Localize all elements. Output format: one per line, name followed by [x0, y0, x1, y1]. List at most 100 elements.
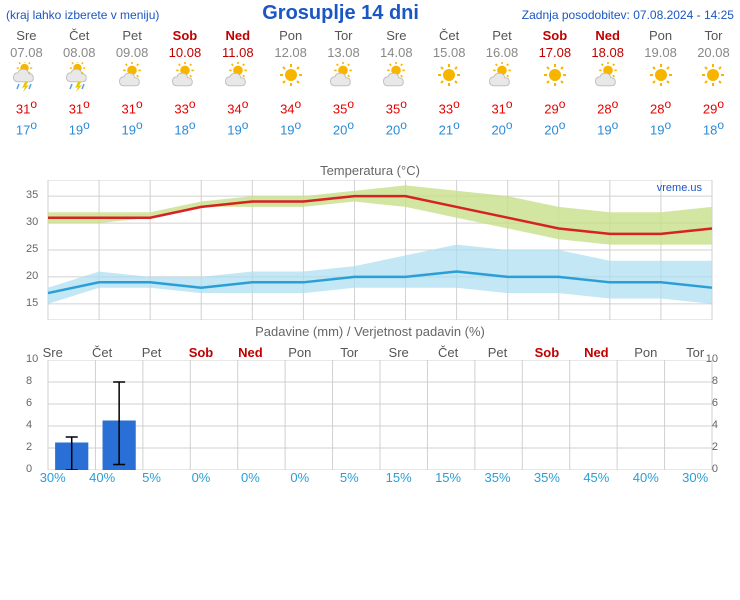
date-cell: 18.08: [581, 44, 634, 61]
precip-prob: 30%: [28, 470, 77, 485]
date-cell: 17.08: [528, 44, 581, 61]
precip-prob: 0%: [226, 470, 275, 485]
row-lo: 17o19o19o18o19o19o20o20o21o20o20o19o19o1…: [0, 117, 740, 138]
hi-temp: 34o: [264, 96, 317, 117]
weather-icon: [53, 61, 106, 96]
precip-dow: Pet: [127, 345, 176, 360]
precip-prob: 35%: [522, 470, 571, 485]
dow-cell: Pet: [106, 27, 159, 44]
precip-prob: 35%: [473, 470, 522, 485]
dow-cell: Pon: [264, 27, 317, 44]
weather-icon: [370, 61, 423, 96]
precip-dow: Pon: [275, 345, 324, 360]
precip-dow: Pon: [621, 345, 670, 360]
attribution: vreme.us: [657, 182, 702, 194]
weather-icon: [0, 61, 53, 96]
row-date: 07.0808.0809.0810.0811.0812.0813.0814.08…: [0, 44, 740, 61]
precip-prob: 45%: [572, 470, 621, 485]
row-hi: 31o31o31o33o34o34o35o35o33o31o29o28o28o2…: [0, 96, 740, 117]
dow-cell: Ned: [581, 27, 634, 44]
weather-icon: [634, 61, 687, 96]
hi-temp: 31o: [0, 96, 53, 117]
precip-dow: Sob: [522, 345, 571, 360]
precip-dow: Ned: [572, 345, 621, 360]
lo-temp: 19o: [581, 117, 634, 138]
dow-cell: Tor: [317, 27, 370, 44]
lo-temp: 19o: [53, 117, 106, 138]
lo-temp: 20o: [476, 117, 529, 138]
weather-icon: [317, 61, 370, 96]
updated-label: Zadnja posodobitev:: [522, 8, 630, 22]
hi-temp: 31o: [106, 96, 159, 117]
date-cell: 15.08: [423, 44, 476, 61]
precip-prob-row: 30%40%5%0%0%0%5%15%15%35%35%45%40%30%: [0, 470, 740, 485]
hi-temp: 28o: [581, 96, 634, 117]
precip-prob: 15%: [423, 470, 472, 485]
date-cell: 11.08: [211, 44, 264, 61]
precip-chart-title: Padavine (mm) / Verjetnost padavin (%): [0, 324, 740, 339]
row-dow: SreČetPetSobNedPonTorSreČetPetSobNedPonT…: [0, 27, 740, 44]
dow-cell: Sre: [0, 27, 53, 44]
precip-dow-row: SreČetPetSobNedPonTorSreČetPetSobNedPonT…: [0, 345, 740, 360]
weather-icon: [264, 61, 317, 96]
date-cell: 08.08: [53, 44, 106, 61]
date-cell: 09.08: [106, 44, 159, 61]
precip-chart: 02468100246810: [20, 360, 720, 470]
weather-icon: [211, 61, 264, 96]
dow-cell: Ned: [211, 27, 264, 44]
weather-icon: [687, 61, 740, 96]
precip-prob: 0%: [275, 470, 324, 485]
precip-prob: 40%: [621, 470, 670, 485]
hi-temp: 35o: [370, 96, 423, 117]
lo-temp: 20o: [528, 117, 581, 138]
hi-temp: 29o: [528, 96, 581, 117]
precip-dow: Čet: [423, 345, 472, 360]
dow-cell: Pet: [476, 27, 529, 44]
lo-temp: 20o: [370, 117, 423, 138]
date-cell: 14.08: [370, 44, 423, 61]
header: (kraj lahko izberete v meniju) Grosuplje…: [0, 0, 740, 25]
precip-prob: 40%: [77, 470, 126, 485]
precip-prob: 5%: [325, 470, 374, 485]
temp-chart: 1520253035vreme.us: [20, 180, 720, 320]
hi-temp: 33o: [423, 96, 476, 117]
precip-dow: Pet: [473, 345, 522, 360]
updated: Zadnja posodobitev: 07.08.2024 - 14:25: [522, 8, 734, 22]
weather-icon: [106, 61, 159, 96]
precip-prob: 0%: [176, 470, 225, 485]
hi-temp: 34o: [211, 96, 264, 117]
date-cell: 12.08: [264, 44, 317, 61]
hi-temp: 35o: [317, 96, 370, 117]
lo-temp: 17o: [0, 117, 53, 138]
lo-temp: 21o: [423, 117, 476, 138]
forecast-table: SreČetPetSobNedPonTorSreČetPetSobNedPonT…: [0, 27, 740, 139]
precip-dow: Sre: [374, 345, 423, 360]
lo-temp: 19o: [106, 117, 159, 138]
precip-dow: Sob: [176, 345, 225, 360]
date-cell: 16.08: [476, 44, 529, 61]
precip-dow: Ned: [226, 345, 275, 360]
lo-temp: 19o: [634, 117, 687, 138]
dow-cell: Sob: [528, 27, 581, 44]
hi-temp: 31o: [53, 96, 106, 117]
lo-temp: 18o: [159, 117, 212, 138]
precip-dow: Tor: [325, 345, 374, 360]
lo-temp: 18o: [687, 117, 740, 138]
menu-hint[interactable]: (kraj lahko izberete v meniju): [6, 8, 159, 22]
weather-icon: [528, 61, 581, 96]
temp-chart-title: Temperatura (°C): [0, 163, 740, 178]
dow-cell: Tor: [687, 27, 740, 44]
weather-icon: [423, 61, 476, 96]
hi-temp: 28o: [634, 96, 687, 117]
hi-temp: 33o: [159, 96, 212, 117]
page-title: Grosuplje 14 dni: [262, 2, 419, 25]
hi-temp: 29o: [687, 96, 740, 117]
date-cell: 13.08: [317, 44, 370, 61]
date-cell: 19.08: [634, 44, 687, 61]
date-cell: 10.08: [159, 44, 212, 61]
row-icon: [0, 61, 740, 96]
date-cell: 07.08: [0, 44, 53, 61]
precip-prob: 15%: [374, 470, 423, 485]
weather-icon: [476, 61, 529, 96]
precip-dow: Čet: [77, 345, 126, 360]
